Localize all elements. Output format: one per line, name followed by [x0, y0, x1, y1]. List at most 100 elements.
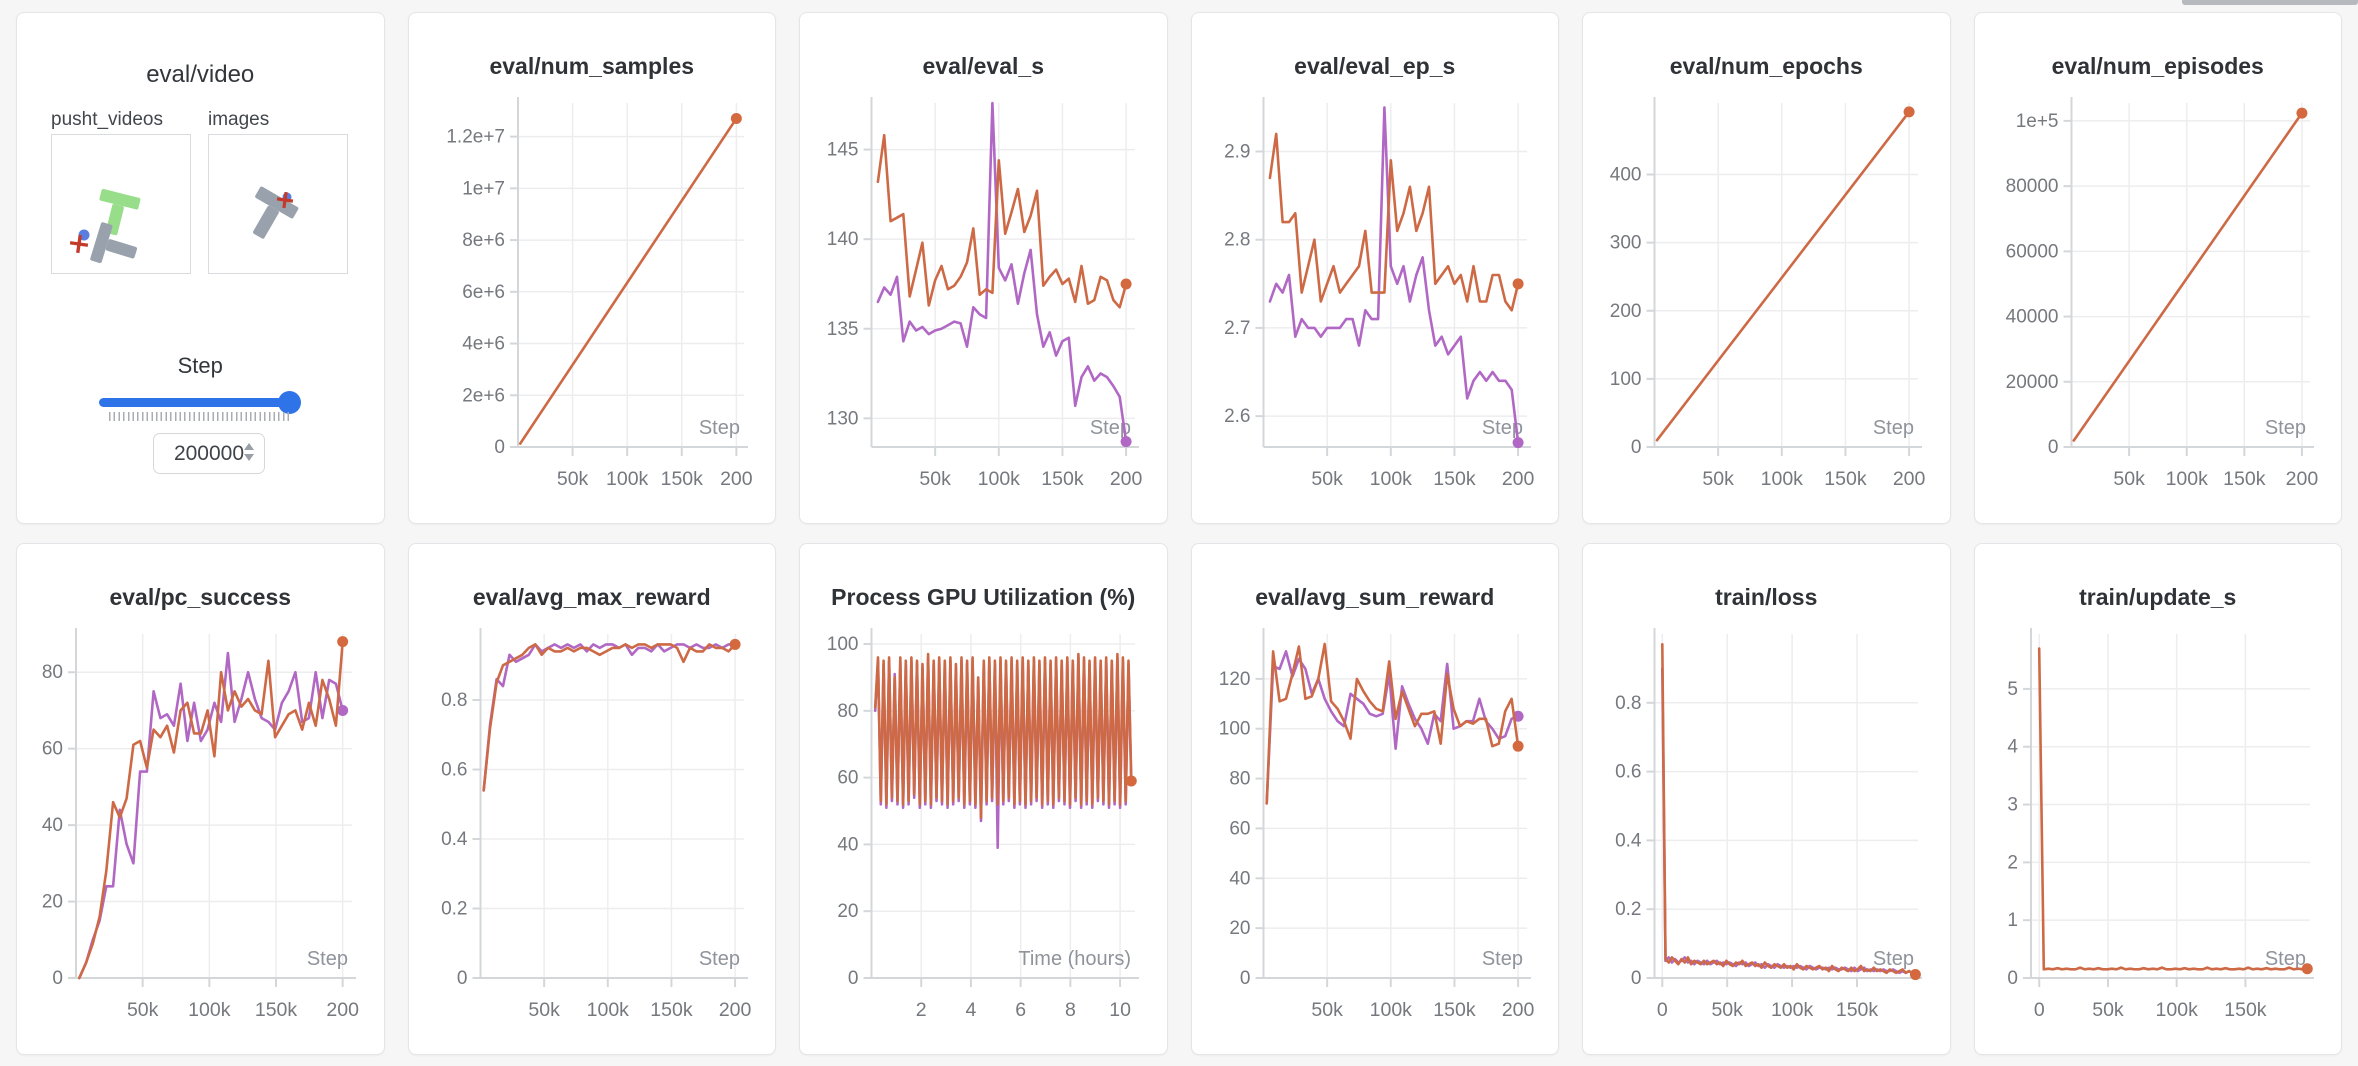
svg-text:150k: 150k: [255, 999, 298, 1021]
svg-text:80: 80: [837, 701, 858, 722]
svg-text:200: 200: [720, 468, 753, 490]
svg-text:0: 0: [1631, 968, 1642, 989]
svg-text:0: 0: [848, 968, 859, 989]
svg-text:300: 300: [1610, 233, 1642, 254]
step-slider-ticks: [109, 412, 291, 421]
chart-plot: 0 0.2 0.4 0.6 0.8 50k 100k 150k 200 Step: [441, 628, 751, 1021]
svg-text:100k: 100k: [606, 468, 649, 490]
svg-text:5: 5: [2007, 679, 2018, 700]
svg-text:Step: Step: [1873, 417, 1914, 439]
series-end-dot-run-orange: [1125, 775, 1137, 787]
series-end-dot-run-orange: [2301, 963, 2313, 975]
chart-title: train/loss: [1715, 584, 1818, 610]
panel-eval-eval-ep-s[interactable]: eval/eval_ep_s 2.6 2.7 2.8 2.9 50k 100k 150k 20…: [1190, 12, 1559, 524]
svg-text:2: 2: [2007, 852, 2018, 873]
svg-text:50k: 50k: [1311, 468, 1343, 490]
svg-text:200: 200: [1610, 301, 1642, 322]
scrollbar-fragment[interactable]: [2182, 0, 2358, 5]
svg-text:150k: 150k: [660, 468, 703, 490]
svg-text:0.6: 0.6: [1615, 762, 1641, 783]
chart-plot: 2.6 2.7 2.8 2.9 50k 100k 150k 200 Step: [1224, 97, 1534, 490]
chart-plot: 0 1 2 3 4 5 0 50k 100k 150k Step: [2007, 628, 2314, 1021]
series-end-dot-run-orange: [1120, 278, 1132, 290]
svg-text:80: 80: [1229, 769, 1250, 790]
step-slider-label: Step: [177, 353, 223, 378]
chart-title: eval/num_epochs: [1669, 53, 1863, 79]
svg-text:60: 60: [1229, 818, 1250, 839]
step-slider-thumb[interactable]: [278, 391, 301, 414]
series-end-dot-run-orange: [729, 638, 741, 650]
svg-text:100k: 100k: [2155, 999, 2198, 1021]
series-run-orange: [2037, 647, 2309, 971]
media-label-images: images: [208, 109, 270, 130]
panel-eval-num-epochs[interactable]: eval/num_epochs 0 100 200 300 400 50k 100k 150k…: [1582, 12, 1951, 524]
svg-text:100: 100: [1218, 719, 1250, 740]
step-value-input[interactable]: [170, 441, 248, 466]
chart-title: eval/avg_sum_reward: [1255, 584, 1495, 610]
svg-text:50k: 50k: [1311, 999, 1343, 1021]
svg-text:1: 1: [2007, 910, 2018, 931]
panel-eval-num-samples[interactable]: eval/num_samples 0 2e+6 4e+6 6e+6 8e+6 1e+7 1.…: [407, 12, 776, 524]
chart-plot: 0 100 200 300 400 50k 100k 150k 200 Step: [1610, 97, 1926, 490]
chart-title: train/update_s: [2079, 584, 2237, 610]
svg-text:0: 0: [494, 437, 505, 458]
svg-text:200: 200: [326, 999, 359, 1021]
svg-text:100k: 100k: [978, 468, 1021, 490]
pusht-image-icon: [253, 186, 299, 239]
series-run-orange: [1661, 643, 1917, 976]
svg-text:Step: Step: [1873, 948, 1914, 970]
series-end-dot-run-orange: [1909, 969, 1921, 981]
svg-text:40: 40: [837, 834, 858, 855]
panel-eval-eval-s[interactable]: eval/eval_s 130 135 140 145 50k 100k 150k 200 St…: [799, 12, 1168, 524]
svg-text:100k: 100k: [188, 999, 231, 1021]
panel-train-loss[interactable]: train/loss 0 0.2 0.4 0.6 0.8 0 50k 100k 150k Step: [1582, 543, 1951, 1055]
svg-text:200: 200: [718, 999, 751, 1021]
step-slider[interactable]: [99, 398, 299, 407]
svg-text:Step: Step: [698, 417, 739, 439]
svg-text:8e+6: 8e+6: [462, 230, 505, 251]
svg-text:200: 200: [1501, 999, 1534, 1021]
series-run-orange: [1655, 110, 1911, 442]
chart-plot: 0 20000 40000 60000 80000 1e+5 50k 100k 150k 200 S…: [2005, 97, 2318, 490]
media-thumbnail-images[interactable]: [208, 134, 348, 274]
svg-text:150k: 150k: [1041, 468, 1084, 490]
media-thumbnail-pusht-videos[interactable]: [51, 134, 191, 274]
series-run-purple: [1268, 106, 1519, 444]
svg-text:100: 100: [1610, 369, 1642, 390]
svg-text:60: 60: [42, 739, 63, 760]
panel-eval-avg-sum-reward[interactable]: eval/avg_sum_reward 0 20 40 60 80 100 120 50k 10…: [1190, 543, 1559, 1055]
svg-text:40: 40: [1229, 868, 1250, 889]
panel-eval-pc-success[interactable]: eval/pc_success 0 20 40 60 80 50k 100k 150k 200 S…: [16, 543, 385, 1055]
svg-text:3: 3: [2007, 795, 2018, 816]
series-run-orange: [481, 643, 736, 792]
chart-plot: 130 135 140 145 50k 100k 150k 200 Step: [827, 97, 1143, 490]
chart-title: eval/eval_ep_s: [1294, 53, 1456, 79]
series-run-orange: [518, 117, 738, 445]
svg-text:100k: 100k: [2165, 468, 2208, 490]
panel-train-update-s[interactable]: train/update_s 0 1 2 3 4 5 0 50k 100k 150k Step: [1973, 543, 2342, 1055]
svg-text:400: 400: [1610, 165, 1642, 186]
svg-text:50k: 50k: [1702, 468, 1734, 490]
svg-text:0: 0: [2007, 968, 2018, 989]
series-end-dot-run-orange: [1903, 106, 1915, 118]
chart-plot: 0 20 40 60 80 100 120 50k 100k 150k 200 Step: [1218, 628, 1534, 1021]
svg-text:50k: 50k: [2113, 468, 2145, 490]
series-run-orange: [2072, 111, 2303, 442]
chart-plot: 0 20 40 60 80 100 2 4 6 8 10 Time (hours): [827, 628, 1139, 1021]
panel-eval-video[interactable]: eval/video pusht_videos images: [16, 12, 385, 524]
svg-text:50k: 50k: [556, 468, 588, 490]
series-run-orange: [876, 133, 1128, 309]
panel-eval-num-episodes[interactable]: eval/num_episodes 0 20000 40000 60000 80000 1…: [1973, 12, 2342, 524]
svg-text:40000: 40000: [2005, 307, 2058, 328]
step-value-stepper[interactable]: [244, 443, 254, 461]
stepper-up-icon[interactable]: [244, 443, 254, 450]
svg-text:150k: 150k: [650, 999, 693, 1021]
chart-plot: 0 2e+6 4e+6 6e+6 8e+6 1e+7 1.2e+7 50k 100k 150k 20…: [446, 97, 753, 490]
panel-process-gpu-utilization[interactable]: Process GPU Utilization (%) 0 20 40 60 80 100…: [799, 543, 1168, 1055]
panel-eval-avg-max-reward[interactable]: eval/avg_max_reward 0 0.2 0.4 0.6 0.8 50k 100k…: [407, 543, 776, 1055]
stepper-down-icon[interactable]: [244, 454, 254, 461]
svg-text:Step: Step: [1090, 417, 1131, 439]
svg-text:200: 200: [1110, 468, 1143, 490]
svg-text:150k: 150k: [2224, 999, 2267, 1021]
